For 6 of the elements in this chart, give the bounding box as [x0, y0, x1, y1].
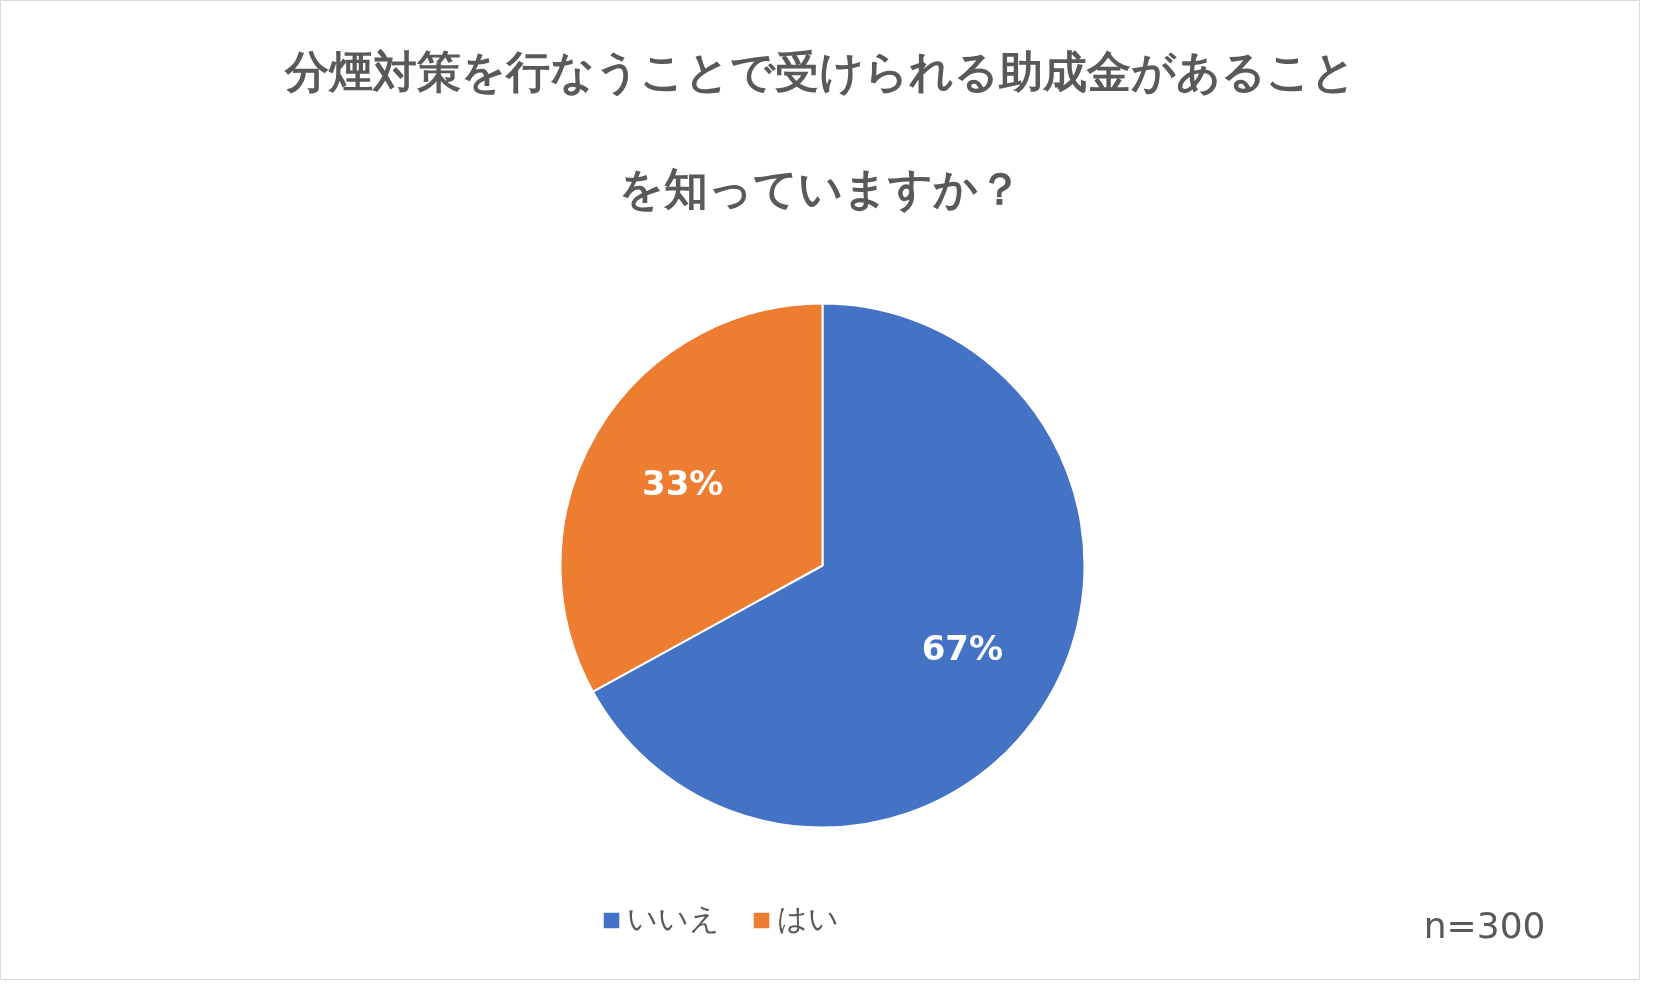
- chart-title: 分煙対策を行なうことで受けられる助成金があることを知っていますか？: [285, 45, 1356, 214]
- legend-label: はい: [777, 900, 839, 938]
- text: n=300: [1423, 905, 1546, 946]
- data-label: 67%: [921, 628, 1004, 669]
- legend-label: いいえ: [627, 900, 720, 938]
- data-label: 33%: [641, 462, 724, 503]
